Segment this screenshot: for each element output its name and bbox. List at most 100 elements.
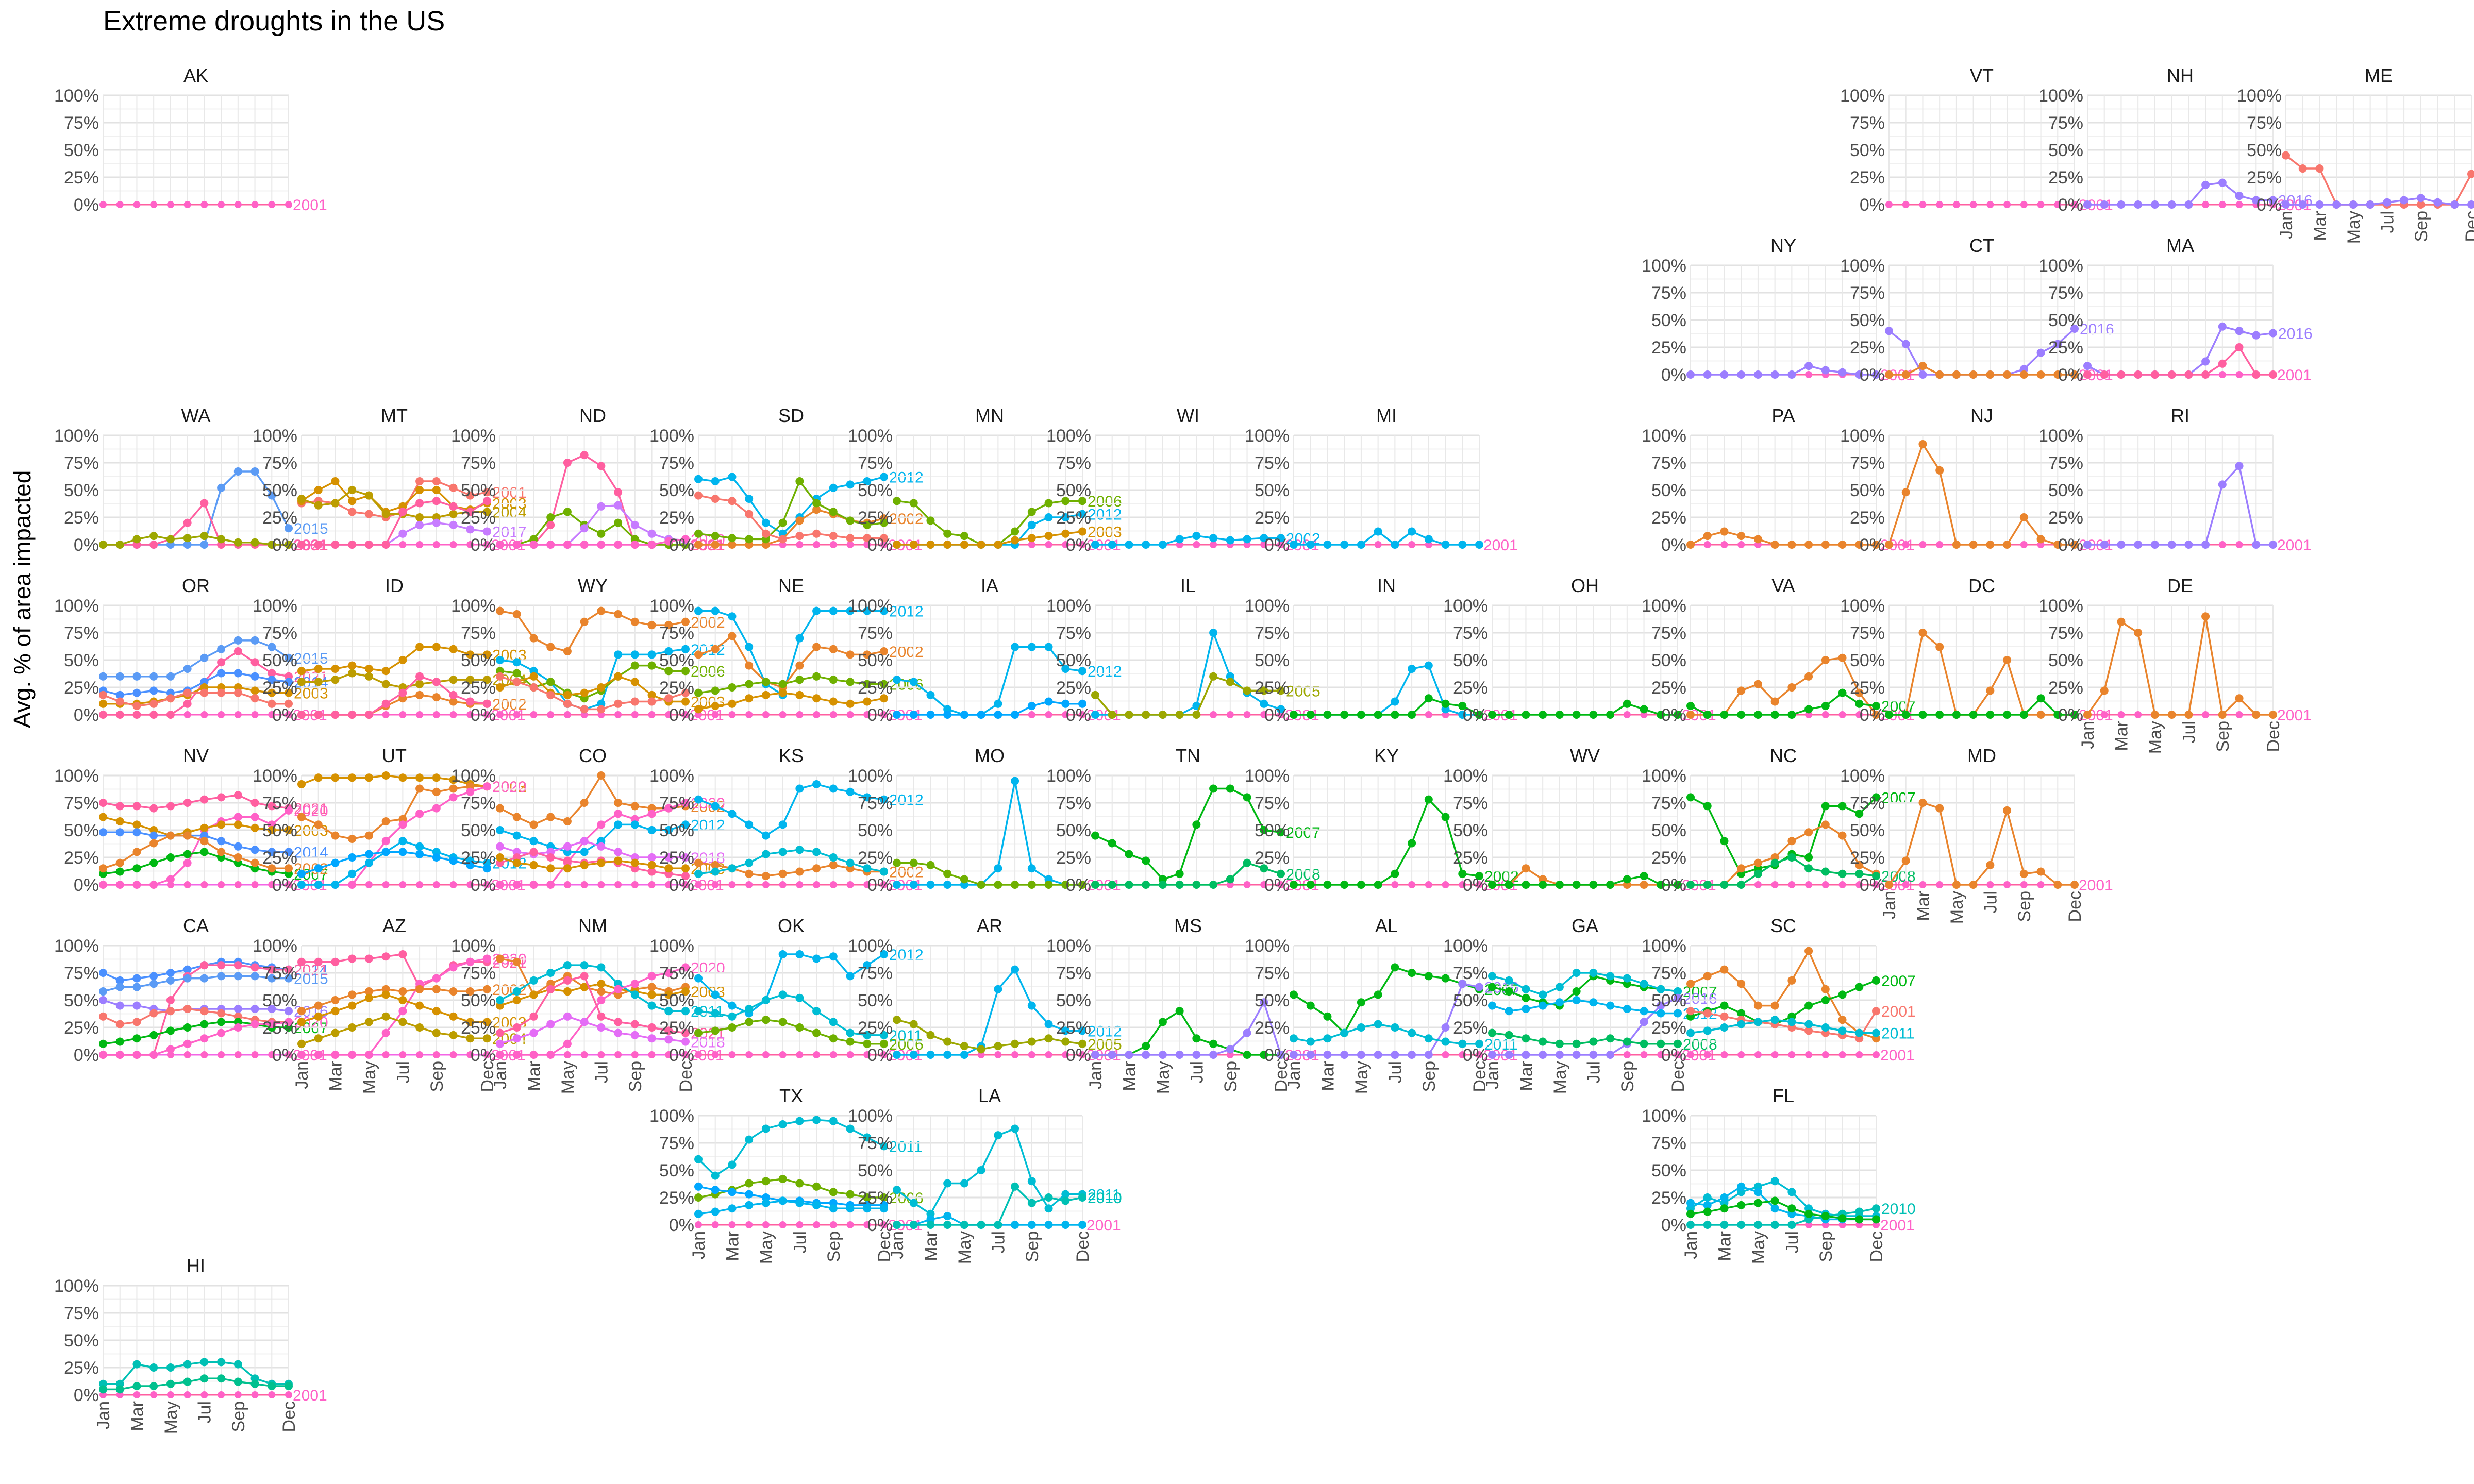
data-point [2400,196,2409,205]
data-point [2083,362,2092,370]
data-point [250,672,259,681]
y-tick-label: 75% [1651,964,1686,983]
data-point [1011,777,1019,785]
data-point [415,1023,424,1032]
data-point [1572,881,1581,889]
data-point [1522,993,1530,1002]
data-point [250,846,259,854]
x-tick-label: Dec [1867,1231,1886,1262]
facet-title: AK [183,65,208,86]
y-tick-label: 50% [262,991,297,1010]
data-point [1703,1026,1712,1035]
data-point [812,672,821,681]
data-point [1044,881,1053,889]
facet-oh: OH0%25%50%75%100%2001 [1443,575,1716,725]
data-point [314,486,323,494]
data-point [381,771,390,780]
data-point [115,1051,124,1059]
facet-vt: VT0%25%50%75%100%2001 [1840,65,2113,215]
data-point [1209,672,1218,681]
data-point [728,881,736,888]
data-point [779,711,787,718]
data-point [1606,1051,1615,1059]
data-point [2235,192,2244,200]
data-point [1192,711,1201,719]
data-point [2036,711,2045,719]
data-point [1044,643,1053,651]
data-point [415,672,424,681]
data-point [115,541,124,549]
data-point [1061,497,1070,505]
data-point [1061,1037,1070,1046]
data-point [132,864,141,873]
y-tick-label: 75% [461,623,496,643]
data-point [1902,201,1910,208]
x-tick-label: Dec [1073,1231,1093,1262]
facet-title: AR [977,915,1002,936]
data-point [449,510,458,518]
data-point [250,686,259,695]
data-point [1374,881,1382,889]
y-tick-label: 25% [1850,678,1885,698]
data-point [529,1051,538,1059]
data-point [483,488,491,497]
data-point [681,1037,690,1046]
data-point [297,1039,306,1048]
series-end-label: 2002 [691,614,725,631]
data-point [398,950,407,958]
data-point [399,711,407,718]
data-point [1952,881,1961,889]
data-point [580,688,589,697]
data-point [745,1018,754,1026]
data-point [1290,881,1298,889]
data-point [694,650,703,659]
y-tick-label: 50% [262,481,297,500]
data-point [1441,541,1450,549]
data-point [795,516,804,525]
data-point [297,869,306,878]
data-point [1901,340,1910,348]
data-point [285,699,293,708]
data-point [415,773,424,782]
data-point [1391,881,1399,888]
data-point [1125,711,1133,719]
data-point [449,881,457,888]
data-point [1408,969,1416,977]
y-tick-label: 25% [659,678,694,698]
data-point [233,853,242,862]
data-point [449,645,458,653]
data-point [2201,370,2210,379]
data-point [2467,170,2474,178]
data-point [1488,983,1496,991]
data-point [546,864,555,873]
facet-nv: NV0%25%50%75%100%20012021202020032014200… [54,745,328,895]
data-point [381,817,390,826]
data-point [630,661,639,670]
data-point [926,1051,935,1059]
data-point [1572,1039,1581,1048]
data-point [647,861,656,869]
series-line-2012 [1294,530,1479,546]
data-point [1210,541,1217,548]
y-tick-label: 100% [1443,596,1488,616]
y-tick-label: 0% [74,705,99,725]
data-point [1061,529,1070,538]
data-point [1640,1007,1648,1016]
data-point [665,711,673,718]
data-point [348,990,357,999]
x-tick-label: Mar [2310,211,2330,241]
y-tick-label: 25% [2247,168,2282,188]
data-point [415,477,424,486]
data-point [166,672,175,681]
data-point [795,477,804,486]
data-point [132,828,141,837]
data-point [2269,370,2277,379]
data-point [1539,990,1547,999]
data-point [597,771,606,780]
data-point [1838,711,1846,718]
series-line-2020 [302,785,488,886]
data-point [1408,1051,1416,1059]
y-tick-label: 75% [659,964,694,983]
data-point [1885,711,1893,719]
data-point [512,996,521,1004]
